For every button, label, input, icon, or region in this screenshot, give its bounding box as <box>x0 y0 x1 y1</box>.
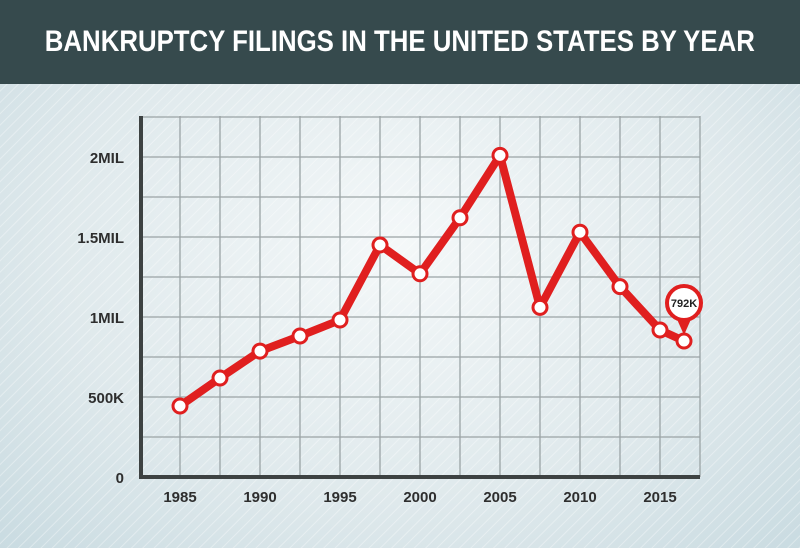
title-bar: BANKRUPTCY FILINGS IN THE UNITED STATES … <box>0 0 800 84</box>
data-point <box>491 146 509 164</box>
data-point <box>331 311 349 329</box>
data-point <box>411 265 429 283</box>
x-tick-label: 2015 <box>643 489 676 506</box>
chart-title: BANKRUPTCY FILINGS IN THE UNITED STATES … <box>44 25 756 58</box>
y-tick-label: 2MIL <box>90 150 124 167</box>
y-tick-label: 1.5MIL <box>77 230 124 247</box>
x-tick-label: 2005 <box>483 489 516 506</box>
y-tick-label: 1MIL <box>90 310 124 327</box>
data-point <box>611 278 629 296</box>
data-point <box>531 298 549 316</box>
annotation-bubble <box>665 284 703 322</box>
y-tick-label: 500K <box>88 390 124 407</box>
data-point <box>571 223 589 241</box>
data-point <box>451 209 469 227</box>
x-tick-label: 2010 <box>563 489 596 506</box>
data-point <box>675 332 693 350</box>
data-point <box>251 342 269 360</box>
x-tick-label: 2000 <box>403 489 436 506</box>
x-tick-label: 1985 <box>163 489 196 506</box>
data-point <box>171 397 189 415</box>
x-tick-label: 1995 <box>323 489 356 506</box>
x-tick-label: 1990 <box>243 489 276 506</box>
background-texture <box>0 84 800 548</box>
data-point <box>371 236 389 254</box>
data-point <box>651 321 669 339</box>
annotation-label: 792K <box>671 298 697 310</box>
y-tick-label: 0 <box>116 470 124 487</box>
data-point <box>211 369 229 387</box>
data-point <box>291 327 309 345</box>
